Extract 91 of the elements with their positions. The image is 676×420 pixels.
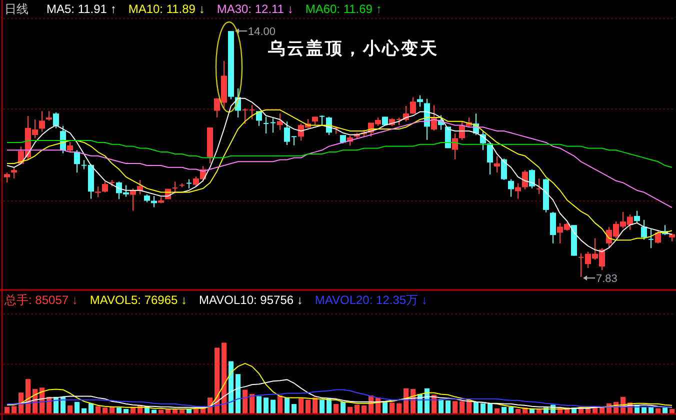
candlestick — [186, 178, 192, 189]
candlestick — [508, 178, 514, 198]
candlestick — [46, 110, 52, 122]
candlestick — [501, 158, 507, 181]
bar — [662, 408, 668, 414]
bar — [116, 408, 122, 414]
candlestick — [550, 211, 556, 244]
annotation: 乌云盖顶，小心变天 — [267, 38, 439, 59]
bar — [292, 404, 296, 414]
bar — [480, 403, 486, 414]
bar — [382, 402, 388, 414]
bar — [354, 404, 360, 414]
bar — [460, 401, 464, 414]
bar — [12, 406, 16, 414]
bar — [88, 403, 94, 414]
bar — [228, 361, 234, 414]
bar — [124, 409, 128, 414]
bar — [242, 390, 248, 414]
candlestick — [102, 181, 108, 193]
bar — [312, 398, 318, 414]
bar — [438, 399, 444, 414]
candlestick — [529, 168, 535, 189]
bar — [502, 406, 506, 414]
bar — [214, 348, 220, 414]
candlestick — [263, 116, 269, 134]
candlestick — [487, 142, 493, 175]
bar — [284, 398, 290, 414]
candlestick — [95, 186, 101, 198]
candlestick — [11, 167, 17, 179]
bar — [96, 406, 100, 414]
annotation: 14.00 — [248, 26, 276, 38]
bar — [74, 402, 80, 414]
bar — [306, 400, 310, 414]
bar — [488, 403, 492, 414]
candlestick — [53, 112, 59, 129]
candlestick — [242, 108, 248, 124]
candlestick — [319, 115, 325, 126]
bar — [320, 400, 324, 414]
candlestick — [4, 172, 10, 183]
bar — [222, 342, 226, 414]
bar — [102, 408, 108, 414]
bar — [152, 410, 156, 414]
bar — [334, 404, 338, 414]
bar — [194, 409, 198, 414]
bar — [4, 406, 10, 414]
candlestick — [39, 110, 45, 132]
candlestick — [452, 132, 458, 160]
series-names: MA5: 11.91 ↑ MA10: 11.89 ↓ MA30: 12.11 ↓ MA60: 11.69 ↑ — [46, 2, 382, 16]
bar — [264, 398, 268, 414]
candlestick — [536, 178, 542, 194]
bar — [278, 395, 282, 414]
bar — [446, 400, 450, 414]
candlestick — [67, 141, 73, 153]
candlestick — [270, 118, 276, 134]
bar — [250, 394, 254, 414]
candlestick — [277, 113, 283, 130]
bar — [348, 406, 352, 414]
bar — [362, 405, 366, 414]
candlestick — [655, 229, 661, 244]
candlestick — [410, 96, 416, 114]
series-names: MAVOL5: 76965 ↓ MAVOL10: 95756 ↓ MAVOL20: 12.35万 ↓ — [90, 293, 428, 307]
bar — [270, 400, 276, 414]
bar — [452, 401, 458, 414]
series-names: 总手: 85057 ↓ — [4, 293, 78, 307]
candlestick — [74, 150, 80, 173]
bar — [26, 379, 30, 414]
candlestick — [522, 170, 528, 190]
bar — [158, 410, 164, 414]
candlestick — [641, 219, 647, 240]
candlestick — [634, 210, 640, 224]
candlestick — [480, 130, 486, 151]
bar — [670, 409, 674, 414]
bar — [236, 374, 240, 414]
bar — [256, 396, 262, 414]
annotation: 日线 — [4, 2, 28, 16]
bar — [298, 398, 304, 414]
candlestick — [648, 228, 654, 249]
candlestick — [172, 181, 178, 194]
bar — [516, 409, 520, 414]
candlestick — [249, 104, 255, 120]
candlestick — [417, 94, 423, 108]
bar — [396, 403, 402, 414]
bar — [474, 402, 478, 414]
candlestick — [515, 182, 521, 200]
bar — [180, 410, 184, 414]
bar — [68, 405, 72, 414]
bar — [508, 406, 514, 414]
bar — [340, 402, 346, 414]
candlestick — [494, 156, 500, 173]
bar — [390, 402, 394, 414]
annotation: 7.83 — [596, 273, 618, 285]
